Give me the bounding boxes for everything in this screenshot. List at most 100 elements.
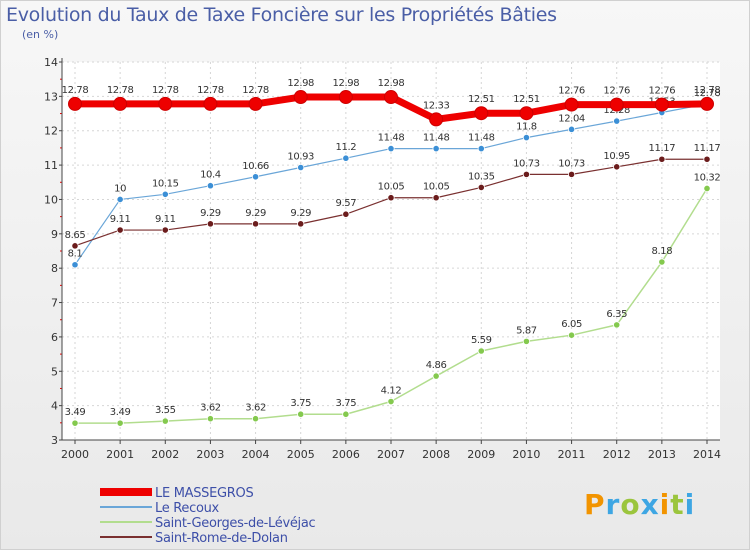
data-label-saint-rome-de-dolan: 11.17 bbox=[649, 143, 676, 154]
x-tick-label: 2013 bbox=[648, 448, 676, 461]
data-point-le-massegros bbox=[474, 106, 489, 121]
data-point-le-recoux bbox=[432, 144, 440, 153]
data-label-saint-rome-de-dolan: 10.35 bbox=[468, 171, 495, 182]
x-tick-label: 2004 bbox=[242, 448, 270, 461]
data-point-saint-rome-de-dolan bbox=[432, 194, 440, 202]
data-label-le-massegros: 12.78 bbox=[694, 85, 721, 96]
data-point-le-massegros bbox=[654, 97, 669, 112]
data-label-saint-rome-de-dolan: 10.05 bbox=[378, 182, 405, 193]
data-point-saint-georges-de-levejac bbox=[161, 417, 169, 425]
data-point-saint-georges-de-levejac bbox=[432, 372, 440, 380]
data-label-saint-georges-de-levejac: 6.35 bbox=[606, 309, 627, 320]
data-point-le-recoux bbox=[522, 134, 531, 142]
data-label-le-massegros: 12.78 bbox=[152, 85, 179, 96]
data-point-saint-georges-de-levejac bbox=[613, 321, 621, 329]
data-label-le-massegros: 12.76 bbox=[603, 86, 630, 97]
x-tick-label: 2012 bbox=[603, 448, 631, 461]
data-point-le-massegros bbox=[248, 96, 263, 111]
x-tick-label: 2005 bbox=[287, 448, 315, 461]
x-tick-label: 2001 bbox=[106, 448, 134, 461]
data-point-saint-rome-de-dolan bbox=[477, 183, 485, 192]
data-point-saint-georges-de-levejac bbox=[116, 419, 124, 427]
data-label-saint-rome-de-dolan: 9.29 bbox=[290, 208, 311, 219]
data-point-le-massegros bbox=[384, 90, 398, 105]
data-point-le-recoux bbox=[251, 173, 260, 181]
data-label-saint-rome-de-dolan: 10.73 bbox=[513, 158, 540, 169]
data-point-le-recoux bbox=[342, 154, 350, 162]
data-label-saint-rome-de-dolan: 9.29 bbox=[200, 208, 221, 219]
x-tick-label: 2003 bbox=[196, 448, 224, 461]
data-point-saint-georges-de-levejac bbox=[658, 258, 666, 266]
data-label-le-massegros: 12.51 bbox=[468, 94, 495, 105]
x-tick-label: 2010 bbox=[512, 448, 540, 461]
data-label-le-recoux: 8.1 bbox=[68, 249, 83, 260]
data-point-le-recoux bbox=[477, 144, 485, 153]
data-point-le-massegros bbox=[113, 96, 128, 111]
data-point-saint-rome-de-dolan bbox=[116, 226, 124, 234]
data-label-saint-rome-de-dolan: 11.17 bbox=[694, 143, 721, 154]
data-label-saint-georges-de-levejac: 3.62 bbox=[245, 403, 266, 414]
x-tick-label: 2000 bbox=[61, 448, 89, 461]
logo-letter: o bbox=[620, 488, 641, 521]
logo-letter: r bbox=[605, 488, 621, 521]
data-label-le-massegros: 12.78 bbox=[242, 85, 269, 96]
data-point-saint-georges-de-levejac bbox=[567, 331, 576, 339]
x-tick-label: 2011 bbox=[558, 448, 586, 461]
data-label-le-massegros: 12.78 bbox=[107, 85, 134, 96]
data-label-le-recoux: 12.04 bbox=[558, 113, 585, 124]
x-tick-label: 2009 bbox=[467, 448, 495, 461]
data-label-saint-georges-de-levejac: 3.75 bbox=[290, 398, 311, 409]
data-label-le-recoux: 11.8 bbox=[516, 122, 537, 133]
data-label-saint-georges-de-levejac: 8.18 bbox=[652, 246, 673, 257]
data-label-le-massegros: 12.98 bbox=[378, 78, 405, 89]
logo-letter: x bbox=[640, 488, 660, 521]
data-point-saint-rome-de-dolan bbox=[297, 220, 305, 228]
data-point-saint-rome-de-dolan bbox=[567, 170, 576, 178]
data-point-le-massegros bbox=[564, 97, 579, 112]
data-label-saint-georges-de-levejac: 6.05 bbox=[561, 319, 582, 330]
data-label-saint-rome-de-dolan: 10.95 bbox=[603, 151, 630, 162]
data-label-saint-rome-de-dolan: 8.65 bbox=[65, 230, 86, 241]
data-point-le-massegros bbox=[158, 96, 173, 111]
logo-letter: P bbox=[584, 488, 606, 521]
logo-letter: t bbox=[670, 488, 685, 521]
data-label-le-recoux: 10 bbox=[114, 183, 126, 194]
data-point-saint-rome-de-dolan bbox=[161, 226, 169, 234]
data-label-saint-georges-de-levejac: 3.49 bbox=[65, 407, 86, 418]
data-label-saint-georges-de-levejac: 10.32 bbox=[694, 172, 721, 183]
data-point-le-recoux bbox=[206, 182, 215, 190]
data-point-saint-rome-de-dolan bbox=[251, 220, 260, 228]
data-point-saint-georges-de-levejac bbox=[206, 415, 215, 423]
data-point-saint-rome-de-dolan bbox=[206, 220, 215, 228]
data-label-le-massegros: 12.33 bbox=[423, 100, 450, 111]
data-label-saint-rome-de-dolan: 9.57 bbox=[336, 198, 357, 209]
x-tick-label: 2002 bbox=[151, 448, 179, 461]
data-label-le-massegros: 12.78 bbox=[62, 85, 89, 96]
data-point-saint-georges-de-levejac bbox=[297, 410, 305, 418]
data-label-le-recoux: 10.66 bbox=[242, 161, 269, 172]
data-label-saint-georges-de-levejac: 4.86 bbox=[426, 360, 447, 371]
data-point-saint-rome-de-dolan bbox=[342, 210, 350, 218]
data-point-saint-georges-de-levejac bbox=[71, 419, 79, 427]
data-label-le-massegros: 12.51 bbox=[513, 94, 540, 105]
data-label-saint-georges-de-levejac: 3.75 bbox=[336, 398, 357, 409]
x-tick-label: 2014 bbox=[693, 448, 721, 461]
data-label-saint-rome-de-dolan: 10.73 bbox=[558, 158, 585, 169]
data-point-saint-georges-de-levejac bbox=[477, 347, 485, 355]
data-label-le-recoux: 11.48 bbox=[423, 133, 450, 144]
legend-label: LE MASSEGROS bbox=[155, 486, 253, 501]
data-label-saint-rome-de-dolan: 10.05 bbox=[423, 182, 450, 193]
data-label-le-recoux: 10.4 bbox=[200, 170, 221, 181]
y-tick-label: 13 bbox=[44, 90, 58, 103]
data-point-le-recoux bbox=[567, 125, 576, 133]
data-label-saint-georges-de-levejac: 5.87 bbox=[516, 325, 537, 336]
data-label-le-massegros: 12.98 bbox=[287, 78, 314, 89]
data-point-le-recoux bbox=[387, 144, 395, 153]
data-label-le-massegros: 12.76 bbox=[649, 86, 676, 97]
y-tick-label: 9 bbox=[51, 228, 58, 241]
data-point-le-massegros bbox=[293, 90, 308, 105]
data-label-saint-rome-de-dolan: 9.11 bbox=[155, 214, 176, 225]
data-label-le-massegros: 12.78 bbox=[197, 85, 224, 96]
data-point-saint-georges-de-levejac bbox=[703, 184, 711, 193]
data-point-le-recoux bbox=[71, 261, 79, 269]
